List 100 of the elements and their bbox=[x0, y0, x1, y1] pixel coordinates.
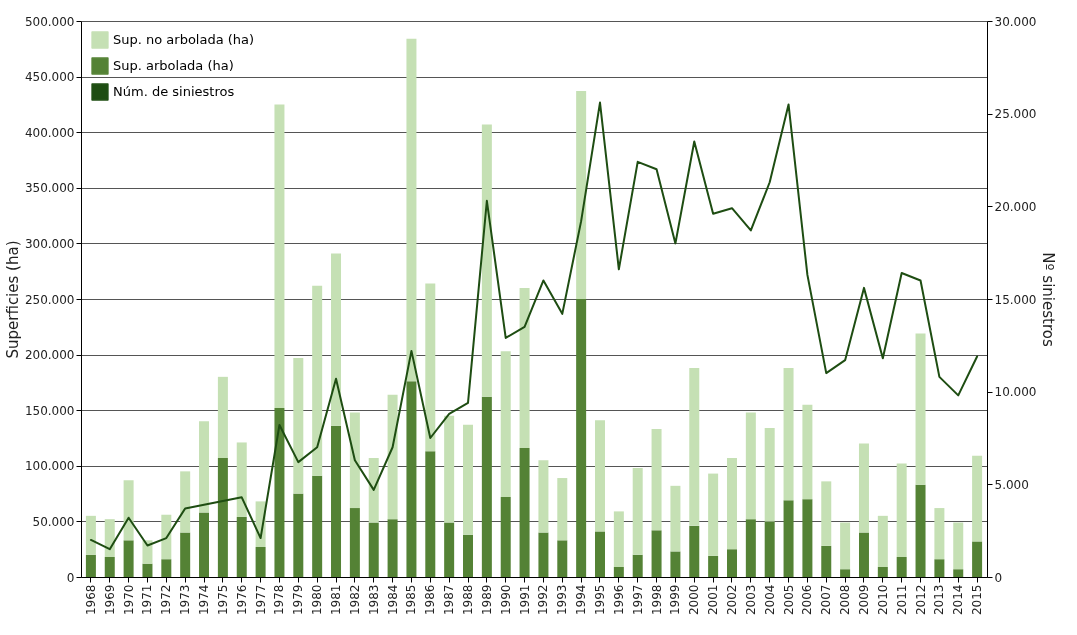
bar bbox=[349, 412, 360, 509]
x-tick-label: 1997 bbox=[630, 584, 645, 616]
x-tick-label: 1976 bbox=[234, 584, 249, 616]
y-axis-title: Superficies (ha) bbox=[3, 240, 22, 359]
line-series bbox=[89, 101, 979, 551]
bar bbox=[425, 283, 436, 452]
bar bbox=[877, 515, 888, 567]
x-tick-label: 1972 bbox=[159, 584, 174, 616]
x-tick-label: 1987 bbox=[442, 584, 457, 616]
bar bbox=[594, 531, 605, 577]
bar bbox=[821, 545, 832, 577]
x-tick-label: 1989 bbox=[479, 584, 494, 616]
y2-tick-label: 30.000 bbox=[994, 14, 1037, 29]
bar bbox=[877, 566, 888, 577]
x-tick-label: 1995 bbox=[592, 584, 607, 616]
x-tick-label: 1975 bbox=[215, 584, 230, 616]
x-tick-label: 2011 bbox=[894, 584, 909, 616]
x-tick-label: 1969 bbox=[102, 584, 117, 616]
x-tick-label: 1990 bbox=[498, 584, 513, 616]
y-tick-label: 400.000 bbox=[24, 125, 75, 140]
legend-label: Sup. arbolada (ha) bbox=[113, 58, 234, 73]
x-tick-label: 1988 bbox=[461, 584, 476, 616]
bar bbox=[689, 525, 700, 577]
x-tick-label: 1992 bbox=[536, 584, 551, 616]
bar bbox=[85, 554, 96, 577]
y2-tick-label: 5.000 bbox=[994, 477, 1029, 492]
bar bbox=[217, 376, 228, 459]
x-tick-label: 2013 bbox=[932, 584, 947, 616]
bar bbox=[312, 475, 323, 577]
x-tick-label: 1974 bbox=[197, 584, 212, 616]
bar bbox=[783, 367, 794, 501]
bar bbox=[463, 534, 474, 577]
bar bbox=[425, 451, 436, 577]
x-tick-label: 2006 bbox=[800, 584, 815, 616]
bar bbox=[538, 460, 549, 533]
x-tick-label: 1986 bbox=[423, 584, 438, 616]
bar bbox=[217, 458, 228, 577]
bar bbox=[840, 569, 851, 577]
bar bbox=[199, 512, 210, 577]
x-tick-label: 2001 bbox=[706, 584, 721, 616]
bar bbox=[142, 563, 153, 577]
bar bbox=[161, 514, 172, 560]
y2-tick-label: 0 bbox=[994, 570, 1003, 585]
bar bbox=[858, 443, 869, 533]
bar bbox=[500, 351, 511, 497]
bar bbox=[708, 473, 719, 556]
x-tick-label: 1998 bbox=[649, 584, 664, 616]
bar bbox=[406, 381, 417, 577]
y-tick-label: 250.000 bbox=[24, 292, 75, 307]
x-tick-label: 2009 bbox=[856, 584, 871, 616]
bar bbox=[632, 468, 643, 555]
bar bbox=[802, 499, 813, 577]
bar bbox=[331, 425, 342, 577]
bar bbox=[180, 471, 191, 533]
bar bbox=[953, 569, 964, 577]
bar bbox=[670, 485, 681, 552]
bar bbox=[199, 421, 210, 513]
x-tick-label: 1978 bbox=[272, 584, 287, 616]
bar bbox=[708, 555, 719, 577]
y2-tick-label: 25.000 bbox=[994, 107, 1037, 122]
bar bbox=[519, 287, 530, 449]
bar bbox=[576, 91, 587, 299]
bar bbox=[331, 253, 342, 426]
x-tick-label: 1968 bbox=[83, 584, 98, 616]
bar bbox=[934, 508, 945, 560]
y-tick-label: 200.000 bbox=[24, 348, 75, 363]
y-tick-label: 150.000 bbox=[24, 403, 75, 418]
bar bbox=[349, 508, 360, 577]
bar bbox=[104, 556, 115, 577]
bar bbox=[387, 519, 398, 577]
x-tick-label: 1984 bbox=[385, 584, 400, 616]
y-tick-label: 450.000 bbox=[24, 70, 75, 85]
bar bbox=[972, 455, 983, 542]
x-tick-label: 2012 bbox=[913, 584, 928, 616]
legend-label: Núm. de siniestros bbox=[113, 84, 235, 99]
bar bbox=[783, 500, 794, 577]
bar bbox=[689, 367, 700, 526]
bar bbox=[406, 38, 417, 382]
bar bbox=[802, 404, 813, 500]
x-tick-label: 2008 bbox=[838, 584, 853, 616]
x-tick-label: 1979 bbox=[291, 584, 306, 616]
x-tick-label: 2003 bbox=[743, 584, 758, 616]
bar bbox=[764, 521, 775, 577]
bar bbox=[896, 556, 907, 577]
bar bbox=[840, 522, 851, 570]
bar bbox=[274, 407, 285, 577]
bar bbox=[632, 554, 643, 577]
bar bbox=[519, 448, 530, 577]
bar bbox=[651, 429, 662, 531]
bar bbox=[368, 522, 379, 577]
bar bbox=[293, 493, 304, 577]
bar bbox=[764, 427, 775, 522]
x-tick-label: 1993 bbox=[555, 584, 570, 616]
x-tick-label: 2010 bbox=[875, 584, 890, 616]
y2-tick-label: 10.000 bbox=[994, 385, 1037, 400]
bar bbox=[745, 519, 756, 577]
x-tick-label: 1994 bbox=[574, 584, 589, 616]
bar bbox=[123, 540, 134, 577]
bar bbox=[387, 394, 398, 520]
x-tick-label: 1973 bbox=[178, 584, 193, 616]
